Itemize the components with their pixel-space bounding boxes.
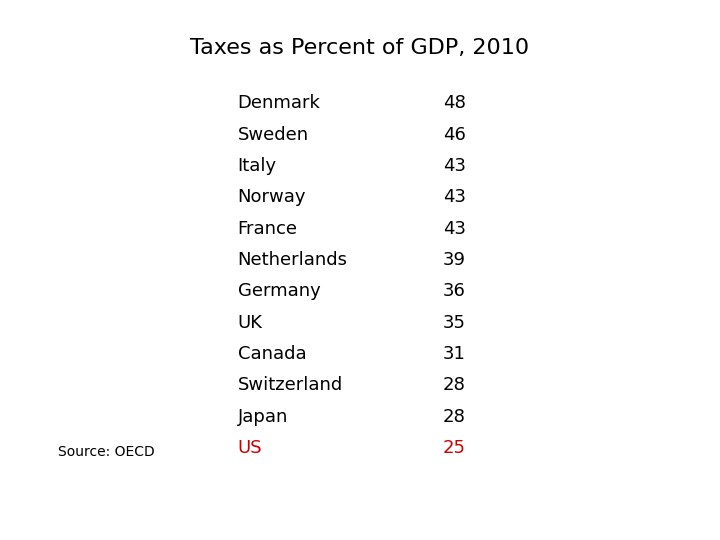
Text: 43: 43 [443, 188, 466, 206]
Text: France: France [238, 220, 297, 238]
Text: 36: 36 [443, 282, 466, 300]
Text: Denmark: Denmark [238, 94, 320, 112]
Text: Sweden: Sweden [238, 126, 309, 144]
Text: Canada: Canada [238, 345, 306, 363]
Text: UK: UK [238, 314, 263, 332]
Text: 48: 48 [443, 94, 466, 112]
Text: US: US [238, 439, 262, 457]
Text: 28: 28 [443, 408, 466, 426]
Text: Netherlands: Netherlands [238, 251, 348, 269]
Text: 25: 25 [443, 439, 466, 457]
Text: Japan: Japan [238, 408, 288, 426]
Text: 43: 43 [443, 157, 466, 175]
Text: Source: OECD: Source: OECD [58, 446, 154, 460]
Text: 35: 35 [443, 314, 466, 332]
Text: Switzerland: Switzerland [238, 376, 343, 394]
Text: 28: 28 [443, 376, 466, 394]
Text: Italy: Italy [238, 157, 276, 175]
Text: Germany: Germany [238, 282, 320, 300]
Text: Norway: Norway [238, 188, 306, 206]
Text: 31: 31 [443, 345, 466, 363]
Text: 43: 43 [443, 220, 466, 238]
Text: 46: 46 [443, 126, 466, 144]
Text: Taxes as Percent of GDP, 2010: Taxes as Percent of GDP, 2010 [190, 38, 530, 58]
Text: 39: 39 [443, 251, 466, 269]
